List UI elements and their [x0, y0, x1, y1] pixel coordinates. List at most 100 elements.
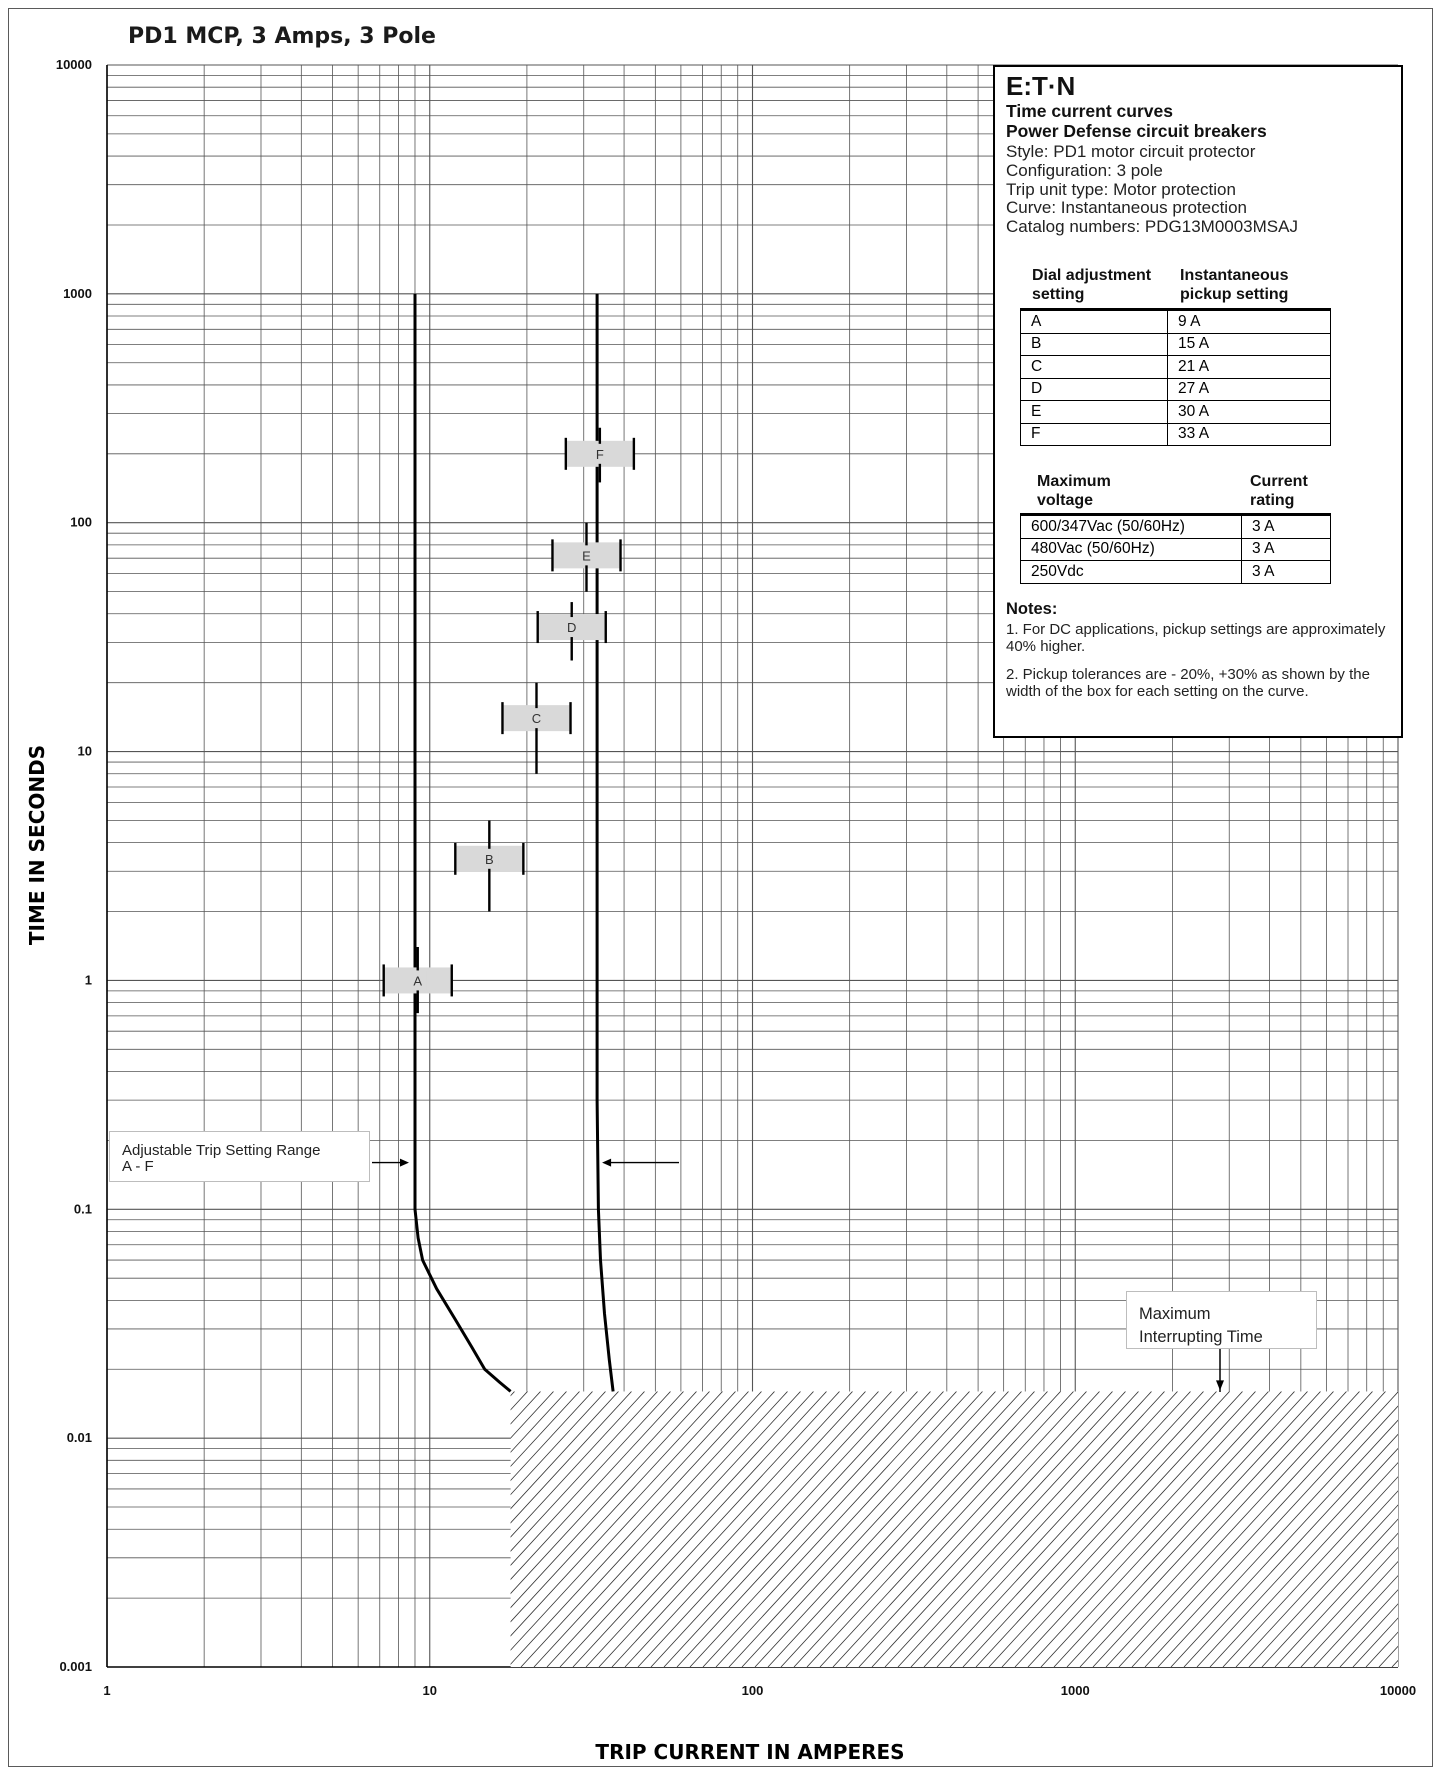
info-configuration: Configuration: 3 pole: [1006, 161, 1163, 180]
rating-cell: 3 A: [1241, 514, 1331, 539]
info-box: E:T·N Time current curves Power Defense …: [993, 65, 1403, 738]
callout-arrows: [372, 1158, 1224, 1392]
setting-box-label-bg: [480, 848, 499, 869]
hatch-line: [1248, 1504, 1398, 1668]
setting-box-label: F: [596, 447, 604, 462]
hatch-line: [676, 1391, 931, 1668]
hatch-line: [1183, 1433, 1398, 1668]
hatch-line: [936, 1391, 1191, 1668]
hatch-line: [533, 1391, 788, 1668]
table-row: 600/347Vac (50/60Hz) 3 A: [1020, 514, 1331, 539]
hatch-line: [728, 1391, 983, 1668]
hatch-line: [559, 1391, 814, 1668]
setting-cell: F: [1020, 422, 1168, 446]
eaton-logo: E:T·N: [1006, 71, 1076, 101]
info-curve: Curve: Instantaneous protection: [1006, 198, 1247, 217]
hatch-line: [1391, 1659, 1398, 1668]
setting-box-label-bg: [562, 617, 581, 638]
hatch-line: [1001, 1391, 1256, 1668]
page-frame: [8, 8, 1433, 1767]
hatch-line: [510, 1391, 723, 1623]
trip-range-callout-line1: Adjustable Trip Setting Range: [122, 1142, 321, 1159]
arrow-head-right: [602, 1158, 612, 1167]
hatch-line: [1196, 1447, 1398, 1668]
hatch-line: [1144, 1391, 1398, 1668]
hatch-line: [510, 1391, 762, 1665]
table-row: 250Vdc 3 A: [1020, 560, 1331, 584]
x-axis-label: TRIP CURRENT IN AMPERES: [595, 1740, 905, 1764]
setting-cell: B: [1020, 332, 1168, 356]
y-tick-label: 10000: [56, 57, 92, 72]
hatch-line: [510, 1391, 645, 1538]
max-interrupting-callout: Maximum Interrupting Time: [1126, 1291, 1317, 1349]
hatch-line: [702, 1391, 957, 1668]
hatch-line: [858, 1391, 1113, 1668]
setting-box-c: C: [501, 682, 572, 774]
voltage-cell: 600/347Vac (50/60Hz): [1020, 514, 1242, 539]
voltage-table: 600/347Vac (50/60Hz) 3 A 480Vac (50/60Hz)…: [1020, 513, 1331, 584]
hatch-line: [1092, 1391, 1347, 1668]
setting-box-label: D: [567, 620, 576, 635]
hatch-line: [1235, 1490, 1398, 1668]
table-row: D 27 A: [1020, 377, 1331, 401]
hatch-line: [510, 1391, 632, 1524]
hatch-line: [1326, 1589, 1398, 1668]
pickup-cell: 33 A: [1167, 422, 1331, 446]
y-tick-label: 0.001: [59, 1659, 92, 1674]
notes-title: Notes:: [1006, 600, 1058, 618]
voltage-header-rating: Current rating: [1250, 473, 1308, 509]
hatch-line: [1222, 1476, 1398, 1668]
pickup-cell: 15 A: [1167, 332, 1331, 356]
x-tick-label: 1000: [1061, 1683, 1090, 1698]
y-tick-label: 1: [85, 972, 92, 987]
hatch-line: [767, 1391, 1022, 1668]
hatch-line: [754, 1391, 1009, 1668]
setting-box-f: F: [564, 427, 636, 483]
x-tick-label: 1: [103, 1683, 110, 1698]
hatch-line: [637, 1391, 892, 1668]
info-heading-2: Power Defense circuit breakers: [1006, 121, 1267, 141]
hatch-line: [715, 1391, 970, 1668]
hatch-line: [510, 1391, 554, 1439]
y-tick-label: 1000: [63, 286, 92, 301]
hatch-background: [510, 1391, 1398, 1667]
info-heading-1: Time current curves: [1006, 101, 1173, 121]
pickup-cell: 21 A: [1167, 355, 1331, 379]
table-row: B 15 A: [1020, 332, 1331, 356]
y-tick-label: 100: [70, 515, 92, 530]
hatch-line: [624, 1391, 879, 1668]
hatch-line: [910, 1391, 1165, 1668]
max-interrupting-callout-line1: Maximum: [1139, 1305, 1211, 1323]
hatch-line: [510, 1391, 619, 1510]
hatch-line: [897, 1391, 1152, 1668]
hatch-line: [819, 1391, 1074, 1668]
hatch-line: [1287, 1546, 1398, 1668]
hatch-line: [975, 1391, 1230, 1668]
hatch-line: [650, 1391, 905, 1668]
setting-box-label-bg: [408, 970, 427, 991]
hatch-line: [1209, 1462, 1398, 1668]
arrow-head-left: [399, 1158, 409, 1167]
rating-cell: 3 A: [1241, 560, 1331, 584]
voltage-cell: 250Vdc: [1020, 560, 1242, 584]
y-axis-label: TIME IN SECONDS: [25, 744, 49, 946]
setting-box-label-bg: [527, 708, 546, 729]
hatch-line: [741, 1391, 996, 1668]
hatch-line: [585, 1391, 840, 1668]
hatch-line: [510, 1391, 567, 1453]
tick-labels: 1 10 100 1000 10000 0.001 0.01 0.1 1 10 100 1000 100…: [56, 57, 1416, 1698]
hatch-line: [572, 1391, 827, 1668]
trip-curve-2: [595, 293, 615, 1392]
hatch-line: [510, 1391, 684, 1581]
hatch-line: [598, 1391, 853, 1668]
x-tick-label: 100: [742, 1683, 764, 1698]
setting-box-label: A: [413, 973, 422, 988]
chart-title: PD1 MCP, 3 Amps, 3 Pole: [128, 24, 436, 49]
hatch-line: [546, 1391, 801, 1668]
hatch-line: [510, 1391, 736, 1637]
voltage-header-voltage: Maximum voltage: [1037, 473, 1111, 509]
info-style: Style: PD1 motor circuit protector: [1006, 142, 1256, 161]
hatch-line: [845, 1391, 1100, 1668]
